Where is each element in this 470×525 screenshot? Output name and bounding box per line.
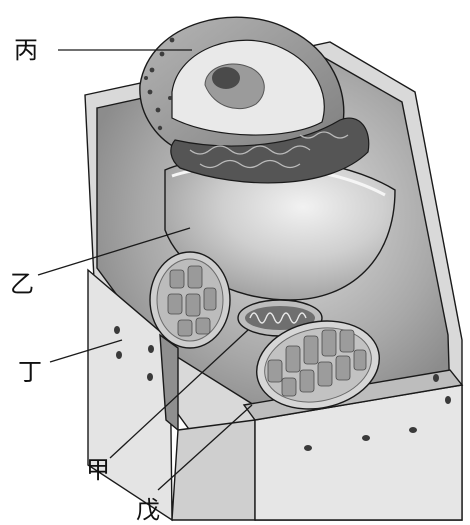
cell-wall-front-bottom xyxy=(171,419,256,521)
chloroplast-right xyxy=(255,320,381,410)
label-bing: 丙 xyxy=(14,36,38,64)
nucleolus xyxy=(212,67,240,89)
cristae xyxy=(249,312,307,324)
leader-yi xyxy=(37,227,191,276)
label-jia: 甲 xyxy=(86,456,110,484)
chloroplast-left xyxy=(149,251,231,349)
leader-lines xyxy=(37,49,253,491)
leader-jia xyxy=(109,329,249,459)
grana-right xyxy=(267,329,367,397)
label-yi: 乙 xyxy=(10,270,34,298)
label-ding: 丁 xyxy=(18,358,42,386)
nucleus xyxy=(139,16,345,166)
nuclear-pores xyxy=(144,37,175,131)
wall-pits xyxy=(114,326,451,451)
label-wu: 戊 xyxy=(136,496,160,524)
leader-ding xyxy=(49,339,123,363)
leader-wu xyxy=(157,404,253,491)
grana-left xyxy=(167,265,217,337)
er-folds xyxy=(189,131,349,169)
